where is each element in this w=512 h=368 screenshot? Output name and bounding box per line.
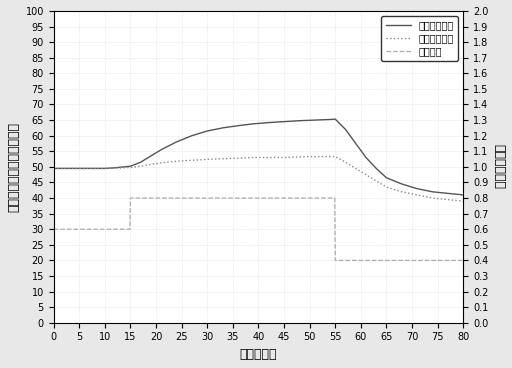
新的控制方式	[102, 166, 108, 171]
传统控制方式	[363, 155, 369, 160]
传统控制方式	[327, 117, 333, 122]
传统控制方式	[460, 193, 466, 197]
传统控制方式	[174, 140, 180, 144]
传统控制方式	[430, 190, 436, 194]
新的控制方式	[51, 166, 57, 171]
传统控制方式	[138, 160, 144, 164]
负载系数	[51, 227, 57, 231]
新的控制方式	[127, 165, 134, 170]
传统控制方式	[445, 191, 451, 195]
传统控制方式	[383, 176, 390, 180]
新的控制方式	[399, 190, 405, 194]
传统控制方式	[51, 166, 57, 171]
新的控制方式	[312, 154, 318, 159]
传统控制方式	[332, 117, 338, 121]
新的控制方式	[189, 158, 195, 163]
传统控制方式	[127, 164, 134, 169]
新的控制方式	[373, 179, 379, 183]
传统控制方式	[189, 134, 195, 138]
新的控制方式	[296, 155, 303, 159]
新的控制方式	[158, 160, 164, 165]
传统控制方式	[148, 154, 154, 158]
新的控制方式	[414, 193, 420, 197]
Line: 负载系数: 负载系数	[54, 198, 463, 261]
Y-axis label: 变压器绕组温度（摄氏度）: 变压器绕组温度（摄氏度）	[7, 122, 20, 212]
Legend: 传统控制方式, 新的控制方式, 负载系数: 传统控制方式, 新的控制方式, 负载系数	[381, 16, 458, 61]
新的控制方式	[281, 155, 287, 160]
传统控制方式	[235, 124, 241, 128]
负载系数	[127, 196, 134, 200]
新的控制方式	[343, 160, 349, 164]
新的控制方式	[138, 164, 144, 169]
新的控制方式	[220, 156, 226, 161]
新的控制方式	[266, 155, 272, 160]
传统控制方式	[266, 120, 272, 125]
传统控制方式	[220, 126, 226, 130]
Y-axis label: 变器负载系数: 变器负载系数	[492, 144, 505, 190]
传统控制方式	[343, 127, 349, 132]
新的控制方式	[430, 196, 436, 200]
传统控制方式	[281, 120, 287, 124]
负载系数	[332, 258, 338, 263]
新的控制方式	[235, 156, 241, 160]
X-axis label: 时间（分）: 时间（分）	[240, 348, 277, 361]
新的控制方式	[445, 197, 451, 202]
新的控制方式	[174, 159, 180, 163]
传统控制方式	[158, 148, 164, 152]
新的控制方式	[76, 166, 82, 171]
Line: 传统控制方式: 传统控制方式	[54, 119, 463, 195]
传统控制方式	[296, 118, 303, 123]
传统控制方式	[250, 121, 257, 126]
新的控制方式	[460, 199, 466, 204]
传统控制方式	[102, 166, 108, 171]
传统控制方式	[353, 141, 359, 146]
传统控制方式	[76, 166, 82, 171]
负载系数	[460, 258, 466, 263]
新的控制方式	[383, 185, 390, 190]
新的控制方式	[332, 154, 338, 159]
传统控制方式	[112, 166, 118, 170]
新的控制方式	[250, 155, 257, 160]
新的控制方式	[148, 162, 154, 167]
传统控制方式	[399, 182, 405, 186]
新的控制方式	[204, 157, 210, 162]
新的控制方式	[327, 154, 333, 159]
负载系数	[127, 227, 133, 231]
新的控制方式	[353, 166, 359, 171]
新的控制方式	[112, 166, 118, 170]
传统控制方式	[373, 166, 379, 171]
传统控制方式	[312, 118, 318, 122]
新的控制方式	[363, 173, 369, 177]
传统控制方式	[204, 129, 210, 133]
负载系数	[332, 196, 338, 200]
传统控制方式	[414, 187, 420, 191]
Line: 新的控制方式: 新的控制方式	[54, 156, 463, 201]
